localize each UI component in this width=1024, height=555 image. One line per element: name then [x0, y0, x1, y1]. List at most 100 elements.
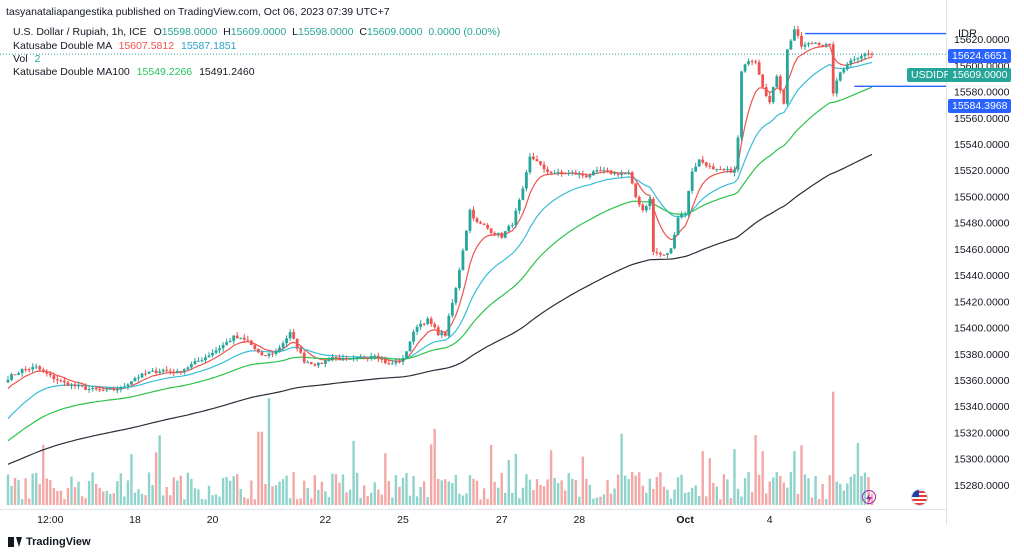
volume-bar [91, 472, 94, 505]
volume-bar [377, 489, 380, 505]
candle-body [517, 199, 521, 211]
volume-bar [775, 472, 778, 505]
volume-bar [613, 488, 616, 505]
volume-bar [518, 498, 521, 505]
volume-bar [197, 489, 200, 505]
volume-bar [207, 485, 211, 505]
legend-ma2-value-b: 15491.2460 [199, 66, 255, 78]
us-flag-icon[interactable] [911, 489, 928, 506]
candle-body [211, 352, 214, 356]
price-tag-lower[interactable]: 15584.3968 [948, 99, 1012, 113]
volume-bar [366, 495, 369, 505]
legend-symbol[interactable]: U.S. Dollar / Rupiah, 1h, ICE [13, 26, 147, 38]
volume-bar [736, 488, 740, 505]
volume-bar [486, 498, 489, 505]
volume-bar [754, 435, 757, 505]
candle-body [204, 357, 207, 361]
volume-bar [588, 484, 592, 505]
volume-bar [493, 481, 496, 505]
candle-body [412, 331, 415, 342]
volume-bar [362, 485, 366, 505]
candles [6, 25, 874, 394]
candle-body [246, 339, 250, 341]
candle-body [422, 323, 426, 325]
volume-bar [817, 498, 821, 505]
candle-body [532, 156, 535, 160]
candle-body [465, 230, 468, 251]
legend-ma1-label[interactable]: Katusabe Double MA [13, 40, 112, 52]
candle-body [757, 62, 761, 75]
volume-bar [581, 456, 585, 505]
candle-body [630, 172, 634, 184]
legend-ma-row[interactable]: Katusabe Double MA 15607.5812 15587.1851 [13, 40, 236, 53]
candle-body [274, 351, 278, 354]
volume-bar [80, 496, 84, 505]
candle-body [70, 384, 73, 386]
legend-ma100-row[interactable]: Katusabe Double MA100 15549.2266 15491.2… [13, 66, 255, 79]
symbol-tag[interactable]: USDIDR [907, 68, 956, 82]
volume-bar [253, 499, 257, 505]
candle-body [521, 188, 525, 200]
price-tick-label: 15280.0000 [954, 480, 1010, 492]
candle-body [528, 156, 532, 173]
candle-body [715, 169, 719, 171]
time-tick-label: 20 [207, 514, 219, 526]
candle-body [793, 29, 796, 41]
candle-body [609, 170, 613, 174]
volume-bar [606, 479, 609, 505]
volume-bar [313, 475, 317, 505]
volume-bar [539, 484, 542, 505]
candle-body [31, 367, 35, 370]
volume-bar [387, 481, 391, 505]
volume-bar [295, 499, 299, 505]
tradingview-footer[interactable]: TradingView [8, 536, 91, 548]
volume-bar [468, 475, 472, 505]
candle-body [126, 384, 130, 387]
candle-body [13, 374, 17, 376]
legend-low-label: L [292, 26, 298, 38]
volume-bar [126, 480, 130, 505]
candle-body [775, 76, 779, 88]
volume-bar [729, 498, 733, 505]
volume-bar [549, 450, 553, 505]
candle-body [535, 159, 539, 162]
candle-body [447, 315, 451, 336]
candle-body [563, 173, 567, 175]
price-tick-label: 15520.0000 [954, 165, 1010, 177]
legend-vol-label[interactable]: Vol [13, 53, 28, 65]
price-tag-upper[interactable]: 15624.6651 [948, 49, 1012, 63]
time-axis-ticks: 12:00 18 20 22 25 27 28 Oct 4 6 [37, 514, 871, 526]
candle-body [856, 58, 860, 60]
price-tag-current[interactable]: 15609.0000 [948, 68, 1012, 82]
legend-ma2-label[interactable]: Katusabe Double MA100 [13, 66, 130, 78]
currency-label[interactable]: IDR [958, 28, 977, 40]
candle-body [602, 169, 606, 171]
candle-body [800, 35, 803, 47]
volume-bar [109, 493, 112, 505]
volume-bar [419, 486, 422, 505]
candle-body [87, 388, 91, 390]
legend-symbol-row[interactable]: U.S. Dollar / Rupiah, 1h, ICE O15598.000… [13, 26, 500, 39]
candle-body [323, 360, 327, 364]
volume-bar [853, 474, 856, 505]
volume-bar [630, 471, 634, 505]
volume-bar [733, 449, 736, 505]
volume-bar [638, 472, 641, 505]
candle-body [165, 369, 169, 371]
volume-bar [743, 478, 747, 505]
candle-body [380, 358, 384, 360]
legend-vol-row[interactable]: Vol 2 [13, 53, 40, 66]
volume-bar [415, 496, 419, 505]
candle-body [352, 357, 355, 359]
volume-bar [750, 492, 754, 505]
volume-bar [303, 480, 306, 505]
candle-body [405, 351, 408, 358]
candle-body [754, 61, 758, 63]
candle-body [313, 364, 317, 366]
volume-bar [412, 475, 415, 505]
volume-bar [489, 444, 493, 505]
lightning-icon[interactable] [862, 490, 876, 504]
price-tick-label: 15340.0000 [954, 401, 1010, 413]
